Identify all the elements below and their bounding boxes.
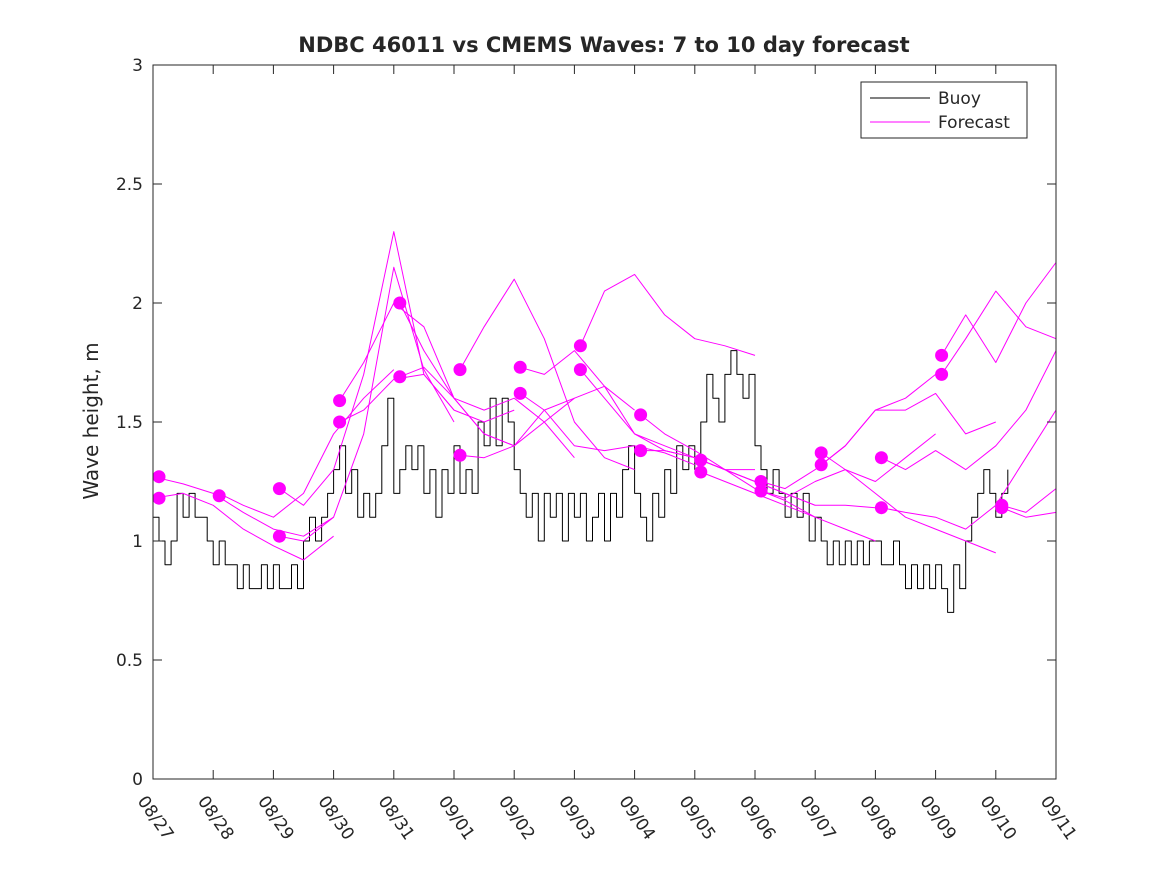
forecast-series-line: [881, 350, 1057, 471]
forecast-start-marker: [573, 339, 587, 353]
forecast-start-marker: [453, 448, 467, 462]
forecast-start-marker: [634, 408, 648, 422]
forecast-start-marker: [393, 296, 407, 310]
legend-label-buoy: Buoy: [938, 89, 981, 109]
forecast-series-line: [152, 476, 334, 537]
forecast-series-line: [820, 392, 996, 466]
buoy-series-line: [153, 350, 1009, 613]
forecast-start-marker: [152, 491, 166, 505]
forecast-series-line: [941, 262, 1057, 363]
plot-area: [152, 231, 1057, 613]
y-tick-label: 3: [132, 56, 143, 76]
forecast-start-marker: [874, 501, 888, 515]
y-tick-label: 1.5: [116, 413, 143, 433]
forecast-start-marker: [874, 451, 888, 465]
forecast-series-line: [459, 278, 635, 471]
forecast-start-marker: [453, 363, 467, 377]
forecast-start-marker: [272, 482, 286, 496]
forecast-series-line: [700, 471, 876, 542]
forecast-series-line: [519, 392, 695, 466]
forecast-start-marker: [393, 370, 407, 384]
y-tick-label: 1: [132, 532, 143, 552]
forecast-series-line: [820, 452, 996, 554]
forecast-series-line: [279, 266, 455, 542]
forecast-start-marker: [152, 470, 166, 484]
legend: Buoy Forecast: [860, 81, 1028, 139]
forecast-series-line: [152, 492, 334, 561]
forecast-start-marker: [814, 458, 828, 472]
legend-label-forecast: Forecast: [938, 113, 1010, 133]
forecast-series-line: [218, 369, 395, 518]
forecast-series-line: [520, 350, 695, 459]
forecast-start-marker: [513, 360, 527, 374]
forecast-series-line: [700, 459, 876, 509]
forecast-start-marker: [333, 415, 347, 429]
forecast-start-marker: [995, 501, 1009, 515]
forecast-start-marker: [754, 475, 768, 488]
forecast-start-marker: [573, 363, 587, 377]
forecast-start-marker: [212, 489, 226, 503]
y-tick-label: 0: [132, 770, 143, 790]
y-tick-label: 2.5: [116, 175, 143, 195]
forecast-series-line: [399, 366, 575, 459]
y-tick-label: 0.5: [116, 651, 143, 671]
forecast-start-marker: [513, 386, 527, 400]
forecast-series-line: [579, 273, 756, 356]
forecast-start-marker: [754, 484, 768, 498]
forecast-start-marker: [272, 529, 286, 543]
y-tick-label: 2: [132, 294, 143, 314]
axes-box: [152, 64, 1057, 780]
forecast-start-marker: [935, 348, 949, 362]
y-axis-label: Wave height, m: [79, 342, 103, 499]
forecast-start-marker: [333, 394, 347, 408]
forecast-start-marker: [814, 446, 828, 460]
legend-box: [860, 81, 1028, 139]
forecast-series-line: [339, 373, 515, 423]
forecast-start-marker: [694, 453, 708, 467]
forecast-start-marker: [634, 444, 648, 458]
forecast-series-line: [1001, 488, 1057, 513]
forecast-series-line: [881, 409, 1057, 530]
chart-title: NDBC 46011 vs CMEMS Waves: 7 to 10 day f…: [298, 33, 909, 57]
forecast-series-line: [1001, 507, 1057, 518]
forecast-series-line: [941, 290, 1057, 375]
forecast-start-marker: [694, 465, 708, 479]
forecast-start-marker: [935, 367, 949, 381]
